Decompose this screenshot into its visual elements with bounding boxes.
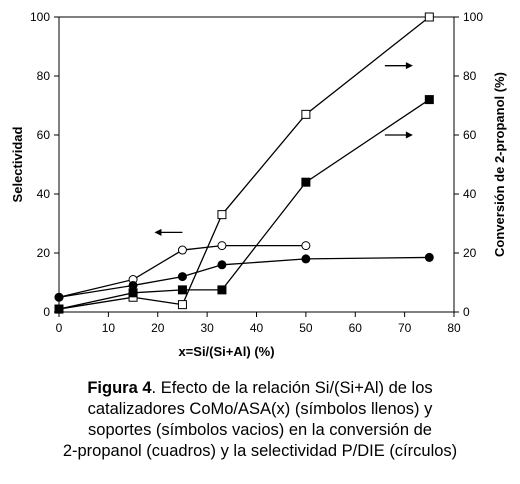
point-open-square	[177, 300, 187, 310]
x-tick-label: 40	[250, 321, 264, 335]
series-line-filled-square	[58, 99, 430, 310]
caption-line-1: Figura 4. Efecto de la relación Si/(Si+A…	[0, 378, 520, 399]
data-series	[54, 12, 434, 314]
point-filled-circle	[54, 292, 64, 302]
y-right-tick-label: 100	[463, 10, 483, 24]
y-right-tick-label: 0	[463, 305, 470, 319]
x-tick-label: 30	[200, 321, 214, 335]
series-line-open-square	[58, 16, 430, 310]
axis-text: 0 10 20 30 40 50 60 70 8002040608010002040608010…	[10, 10, 507, 359]
axis-arrow-left	[154, 228, 183, 236]
caption-text-1: . Efecto de la relación Si/(Si+Al) de lo…	[151, 379, 433, 397]
y-left-axis-label: Selectividad	[10, 127, 25, 203]
axes	[54, 16, 459, 317]
x-tick-label: 70	[398, 321, 412, 335]
point-open-circle	[217, 241, 227, 251]
series-line-filled-circle	[58, 256, 430, 298]
axis-arrow-right	[384, 131, 413, 139]
x-tick-label: 60	[349, 321, 363, 335]
point-open-square	[424, 12, 434, 22]
plot-frame	[58, 16, 455, 313]
x-tick-label: 80	[447, 321, 461, 335]
arrow-head	[154, 228, 162, 236]
x-axis-label: x=Si/(Si+Al) (%)	[178, 344, 274, 359]
point-filled-square	[301, 177, 311, 187]
y-left-tick-label: 20	[37, 246, 51, 260]
point-filled-circle	[301, 254, 311, 264]
point-filled-circle	[217, 260, 227, 270]
point-filled-circle	[424, 252, 434, 262]
x-tick-label: 0	[56, 321, 63, 335]
chart: 0 10 20 30 40 50 60 70 8002040608010002040608010…	[10, 10, 507, 359]
axis-arrow-right	[384, 62, 413, 70]
figure-caption: Figura 4. Efecto de la relación Si/(Si+A…	[0, 378, 520, 462]
point-filled-square	[128, 288, 138, 298]
y-left-tick-label: 100	[30, 10, 50, 24]
point-open-square	[301, 109, 311, 119]
y-right-tick-label: 60	[463, 128, 477, 142]
y-right-tick-label: 20	[463, 246, 477, 260]
point-filled-square	[177, 285, 187, 295]
point-filled-circle	[177, 272, 187, 282]
caption-line-3: soportes (símbolos vacios) en la convers…	[88, 421, 432, 439]
point-filled-square	[217, 285, 227, 295]
arrow-head	[405, 131, 413, 139]
point-open-circle	[177, 245, 187, 255]
point-filled-square	[54, 304, 64, 314]
annotations	[154, 62, 413, 236]
y-right-axis-label: Conversión de 2-propanol (%)	[492, 72, 507, 257]
point-filled-circle	[128, 280, 138, 290]
y-left-tick-label: 0	[43, 305, 50, 319]
y-left-tick-label: 40	[37, 187, 51, 201]
x-tick-label: 50	[299, 321, 313, 335]
caption-label: Figura 4	[87, 379, 152, 397]
caption-line-2: catalizadores CoMo/ASA(x) (símbolos llen…	[87, 400, 433, 418]
x-tick-label: 10	[102, 321, 116, 335]
point-filled-square	[424, 95, 434, 105]
x-tick-label: 20	[151, 321, 165, 335]
point-open-square	[217, 210, 227, 220]
y-left-tick-label: 60	[37, 128, 51, 142]
y-right-tick-label: 40	[463, 187, 477, 201]
y-left-tick-label: 80	[37, 69, 51, 83]
point-open-circle	[301, 241, 311, 251]
arrow-head	[405, 62, 413, 70]
y-right-tick-label: 80	[463, 69, 477, 83]
caption-line-4: 2-propanol (cuadros) y la selectividad P…	[62, 442, 458, 460]
